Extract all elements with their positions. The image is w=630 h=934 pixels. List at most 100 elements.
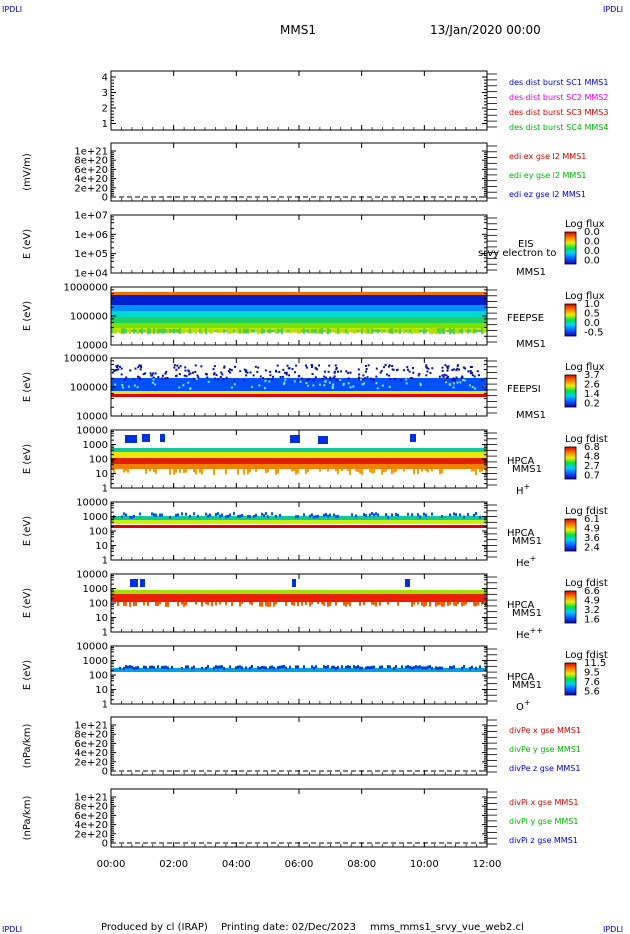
colorbar-value-hpca-he2-1: 4.9 [584,596,600,607]
frame-eis [110,214,488,274]
instrument-label-hpca-he2: HPCA [507,600,535,611]
spacecraft-label-hpca-h: MMS1 [512,464,542,475]
ytick-label-divpi-2: 6e+20 [74,811,108,822]
ytick-label-eis-2: 1e+05 [74,249,108,260]
ylabel-hpca-o: E (eV) [22,660,33,690]
instrument-label-hpca-o: HPCA [507,672,535,683]
ytick-label-edi-4: 2e+20 [74,183,108,194]
xtick-label-6: 12:00 [473,859,502,870]
ytick-label-hpca-he-4: 1 [102,556,108,567]
legend-divpi-0: divPi x gse MMS1 [509,798,578,807]
legend-divpe-0: divPe x gse MMS1 [509,726,581,735]
legend-edi-2: edi ez gse l2 MMS1 [509,190,586,199]
ytick-label-edi-2: 6e+20 [74,165,108,176]
ytick-label-divpi-5: 0 [102,839,108,850]
spacecraft-label-feepsi: MMS1 [516,410,546,421]
frame-hpca-o [110,645,488,705]
ytick-label-hpca-he2-2: 100 [89,599,108,610]
ytick-label-divpe-0: 1e+21 [74,721,108,732]
legend-des-dist-0: des dist burst SC1 MMS1 [509,78,608,87]
colorbar-value-feepse-0: 1.0 [584,299,600,310]
colorbar-value-feepse-1: 0.5 [584,309,600,320]
ylabel-feepsi: E (eV) [22,372,33,402]
ylabel-eis: E (eV) [22,229,33,259]
ytick-label-eis-3: 1e+04 [74,269,108,280]
spectrogram-feepsi [111,364,487,397]
ylabel-hpca-h: E (eV) [22,444,33,474]
spacecraft-label-hpca-he2: MMS1 [512,608,542,619]
colorbar-title-hpca-he2: Log fdist [565,578,608,589]
colorbar-value-feepsi-3: 0.2 [584,399,600,410]
spacecraft-label-feepse: MMS1 [516,339,546,350]
ytick-label-feepsi-2: 10000 [76,412,108,423]
ytick-label-divpi-3: 4e+20 [74,820,108,831]
colorbar-value-hpca-h-2: 2.7 [584,461,600,472]
ytick-label-hpca-h-1: 1000 [83,440,108,451]
legend-divpi-1: divPi y gse MMS1 [509,817,578,826]
ytick-label-hpca-he-2: 100 [89,527,108,538]
colorbar-value-feepsi-0: 3.7 [584,370,600,381]
ytick-label-feepse-2: 10000 [76,341,108,352]
spectrogram-feepse [111,292,487,335]
ytick-label-hpca-o-2: 100 [89,671,108,682]
instrument-label-eis: EIS [518,239,534,250]
legend-edi-0: edi ex gse l2 MMS1 [509,152,586,161]
ytick-label-hpca-he2-4: 1 [102,628,108,639]
colorbar-eis [564,231,577,265]
spacecraft-label-hpca-o: MMS1 [512,680,542,691]
instrument-label-feepsi: FEEPSI [507,384,541,395]
corner-label-top-right: IPDLI [603,5,623,14]
ytick-label-divpe-3: 4e+20 [74,748,108,759]
panel-eis: 1e+07 1e+06 1e+05 1e+04 E (eV) EIS MMS1 srvy el… [22,211,605,280]
ytick-label-feepsi-0: 1000000 [63,354,108,365]
colorbar-title-hpca-h: Log fdist [565,434,608,445]
legend-des-dist-2: des dist burst SC3 MMS3 [509,108,608,117]
ytick-label-hpca-he-0: 10000 [76,498,108,509]
colorbar-value-hpca-o-1: 9.5 [584,668,600,679]
ytick-label-des-dist-2: 2 [102,104,108,115]
ytick-label-edi-1: 8e+20 [74,156,108,167]
ytick-label-hpca-h-0: 10000 [76,426,108,437]
colorbar-value-feepsi-1: 2.6 [584,380,600,391]
colorbar-value-feepse-3: -0.5 [584,328,604,339]
xtick-label-0: 00:00 [97,859,126,870]
corner-label-bottom-left: IPDLI [2,925,22,934]
xtick-label-2: 04:00 [222,859,251,870]
panel-feepse: 1000000 100000 10000 E (eV) FEEPSE MMS1 Log fl… [22,283,605,352]
xtick-label-4: 08:00 [347,859,376,870]
ytick-label-feepse-1: 100000 [70,312,108,323]
colorbar-value-hpca-he2-3: 1.6 [584,615,600,626]
colorbar-value-hpca-h-3: 0.7 [584,471,600,482]
colorbar-value-eis-1: 0.0 [584,237,600,248]
spacecraft-label-eis: MMS1 [516,267,546,278]
frame-hpca-he [110,501,488,561]
ytick-label-divpi-0: 1e+21 [74,793,108,804]
colorbar-value-hpca-o-3: 5.6 [584,687,600,698]
panels: 4 3 2 1 des dist burst SC1 MMS1 des dist burs… [22,70,608,870]
ytick-label-hpca-he2-3: 10 [95,613,108,624]
colorbar-value-hpca-o-2: 7.6 [584,677,600,688]
species-label-hpca-o: O+ [516,698,531,713]
xtick-label-1: 02:00 [159,859,188,870]
colorbar-feepsi [564,374,577,408]
colorbar-hpca-o [564,662,577,696]
colorbar-value-eis-2: 0.0 [584,246,600,257]
xtick-label-3: 06:00 [285,859,314,870]
spectrogram-hpca-he2 [111,579,487,607]
ytick-label-edi-5: 0 [102,193,108,204]
ytick-label-divpi-1: 8e+20 [74,802,108,813]
species-label-hpca-he2: He++ [516,626,543,641]
instrument-label-hpca-he: HPCA [507,528,535,539]
spectrogram-hpca-h [111,434,487,475]
ytick-label-edi-0: 1e+21 [74,147,108,158]
ytick-label-edi-3: 4e+20 [74,174,108,185]
panel-des-dist: 4 3 2 1 des dist burst SC1 MMS1 des dist burs… [102,70,608,132]
colorbar-title-hpca-o: Log fdist [565,650,608,661]
